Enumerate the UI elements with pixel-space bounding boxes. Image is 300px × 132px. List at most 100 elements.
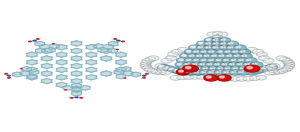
Circle shape — [110, 48, 112, 49]
Circle shape — [90, 74, 93, 75]
Circle shape — [228, 46, 233, 48]
Circle shape — [204, 41, 216, 46]
Circle shape — [105, 48, 107, 49]
Circle shape — [125, 55, 128, 56]
Circle shape — [172, 68, 184, 74]
Circle shape — [225, 50, 230, 52]
Circle shape — [141, 78, 143, 79]
Polygon shape — [28, 74, 37, 79]
Circle shape — [280, 67, 291, 72]
Circle shape — [214, 70, 227, 75]
Circle shape — [177, 70, 189, 75]
Circle shape — [213, 62, 225, 67]
Circle shape — [282, 59, 292, 63]
Circle shape — [192, 58, 204, 63]
Circle shape — [253, 69, 257, 71]
Circle shape — [50, 49, 53, 50]
Circle shape — [193, 66, 206, 71]
Circle shape — [52, 43, 55, 44]
Circle shape — [65, 86, 68, 87]
Circle shape — [40, 64, 43, 65]
Circle shape — [170, 76, 181, 80]
Circle shape — [177, 58, 189, 63]
Circle shape — [115, 55, 117, 56]
Circle shape — [251, 77, 255, 78]
Circle shape — [120, 64, 122, 65]
Circle shape — [90, 59, 93, 60]
Circle shape — [70, 41, 73, 43]
Circle shape — [216, 76, 227, 81]
Polygon shape — [71, 56, 82, 61]
Circle shape — [197, 54, 201, 56]
Circle shape — [46, 68, 48, 69]
Circle shape — [226, 41, 238, 46]
Circle shape — [65, 55, 68, 56]
Circle shape — [75, 40, 78, 41]
Circle shape — [95, 68, 98, 69]
Circle shape — [198, 46, 203, 48]
Circle shape — [187, 53, 200, 59]
Circle shape — [100, 52, 103, 53]
Circle shape — [110, 72, 112, 73]
Circle shape — [90, 72, 93, 73]
Circle shape — [234, 54, 239, 56]
Circle shape — [80, 72, 83, 73]
Circle shape — [196, 75, 207, 79]
Circle shape — [105, 53, 107, 54]
Polygon shape — [42, 56, 52, 61]
Polygon shape — [71, 48, 82, 53]
Circle shape — [60, 72, 63, 73]
Circle shape — [85, 45, 88, 46]
Circle shape — [224, 59, 228, 61]
Circle shape — [80, 89, 83, 91]
Circle shape — [271, 64, 275, 66]
Circle shape — [125, 70, 128, 72]
Circle shape — [225, 53, 237, 59]
Circle shape — [90, 44, 93, 45]
Circle shape — [90, 49, 93, 50]
Circle shape — [60, 79, 63, 80]
Circle shape — [218, 32, 228, 37]
Circle shape — [36, 63, 38, 64]
Circle shape — [40, 49, 43, 50]
Circle shape — [40, 57, 43, 58]
Circle shape — [55, 70, 58, 72]
Circle shape — [80, 67, 83, 68]
Circle shape — [192, 75, 196, 77]
Circle shape — [100, 49, 103, 50]
Circle shape — [120, 52, 122, 53]
Circle shape — [95, 76, 98, 77]
Circle shape — [192, 49, 204, 55]
Circle shape — [55, 45, 58, 46]
Circle shape — [271, 71, 275, 72]
Circle shape — [286, 63, 290, 65]
Circle shape — [220, 33, 223, 34]
Circle shape — [205, 62, 218, 67]
Circle shape — [50, 74, 53, 75]
Circle shape — [211, 45, 224, 51]
Circle shape — [238, 49, 251, 55]
Circle shape — [65, 68, 68, 69]
Circle shape — [110, 52, 112, 53]
Circle shape — [31, 72, 33, 73]
Circle shape — [214, 42, 218, 44]
Circle shape — [231, 70, 236, 72]
Circle shape — [95, 70, 98, 72]
Circle shape — [201, 66, 213, 71]
Circle shape — [95, 55, 98, 56]
Circle shape — [70, 67, 73, 68]
Circle shape — [142, 61, 146, 63]
Circle shape — [142, 65, 146, 66]
Polygon shape — [104, 44, 113, 49]
Circle shape — [204, 75, 218, 81]
Circle shape — [65, 78, 68, 79]
Circle shape — [172, 76, 176, 78]
Circle shape — [273, 69, 284, 74]
Circle shape — [31, 57, 33, 58]
Circle shape — [213, 46, 218, 48]
Circle shape — [169, 68, 173, 70]
Polygon shape — [46, 48, 55, 53]
Circle shape — [90, 57, 93, 58]
Circle shape — [256, 75, 267, 80]
Circle shape — [188, 67, 192, 69]
